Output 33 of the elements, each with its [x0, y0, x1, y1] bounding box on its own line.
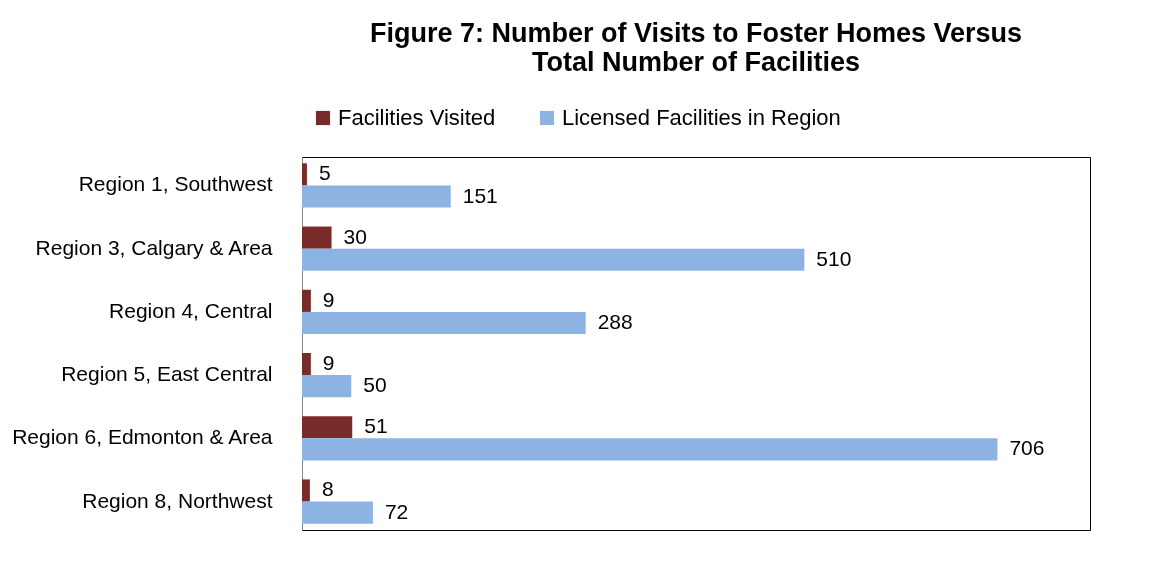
bar [302, 185, 451, 208]
data-label: 5 [318, 161, 331, 185]
y-tick-label: Region 4, Central [109, 298, 273, 322]
y-tick-label: Region 8, Northwest [82, 488, 273, 512]
data-label: 72 [384, 499, 409, 523]
data-label: 30 [343, 224, 367, 248]
legend-label: Facilities Visited [338, 105, 496, 130]
bar [302, 248, 805, 271]
data-label: 151 [462, 183, 498, 207]
data-label: 706 [1009, 436, 1045, 460]
y-tick-label: Region 5, East Central [61, 362, 273, 386]
bar [302, 163, 307, 186]
data-label: 288 [597, 309, 633, 333]
chart-title: Figure 7: Number of Visits to Foster Homes Versus Total Number of Facilities [369, 18, 1023, 77]
bar [302, 375, 352, 398]
data-label: 9 [322, 351, 335, 375]
y-tick-label: Region 6, Edmonton & Area [12, 425, 273, 449]
bar [302, 352, 311, 376]
data-label: 8 [321, 477, 334, 501]
data-label: 51 [364, 414, 388, 438]
bar [302, 501, 373, 524]
bar [302, 438, 998, 461]
data-label: 510 [816, 246, 852, 270]
y-tick-label: Region 1, Southwest [78, 172, 273, 196]
bar [302, 311, 586, 335]
bar [302, 416, 353, 439]
bar [302, 479, 310, 502]
y-tick-label: Region 3, Calgary & Area [35, 235, 273, 259]
data-label: 9 [322, 287, 335, 311]
bar [302, 226, 332, 249]
bar [302, 289, 311, 312]
legend-label: Licensed Facilities in Region [562, 105, 841, 130]
data-label: 50 [363, 373, 387, 397]
